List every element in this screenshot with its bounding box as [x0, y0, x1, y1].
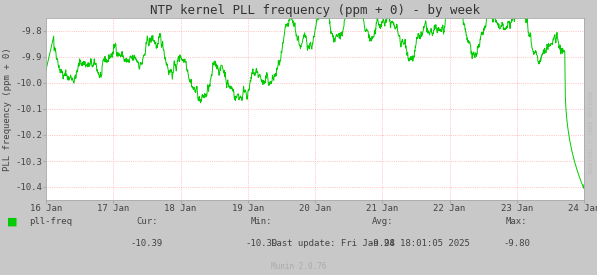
Text: pll-freq: pll-freq	[29, 217, 72, 226]
Text: Avg:: Avg:	[371, 217, 393, 226]
Text: Min:: Min:	[251, 217, 272, 226]
Text: Max:: Max:	[506, 217, 528, 226]
Y-axis label: PLL frequency (ppm + 0): PLL frequency (ppm + 0)	[3, 47, 12, 171]
Text: -10.39: -10.39	[245, 239, 278, 248]
Text: Cur:: Cur:	[136, 217, 158, 226]
Text: RRDTOOL / TOBI OETIKER: RRDTOOL / TOBI OETIKER	[589, 91, 593, 173]
Text: -9.80: -9.80	[503, 239, 530, 248]
Text: Munin 2.0.76: Munin 2.0.76	[271, 262, 326, 271]
Text: -10.39: -10.39	[131, 239, 163, 248]
Text: ■: ■	[7, 216, 18, 226]
Text: -9.98: -9.98	[369, 239, 396, 248]
Text: Last update: Fri Jan 24 18:01:05 2025: Last update: Fri Jan 24 18:01:05 2025	[270, 239, 470, 248]
Title: NTP kernel PLL frequency (ppm + 0) - by week: NTP kernel PLL frequency (ppm + 0) - by …	[150, 4, 480, 17]
